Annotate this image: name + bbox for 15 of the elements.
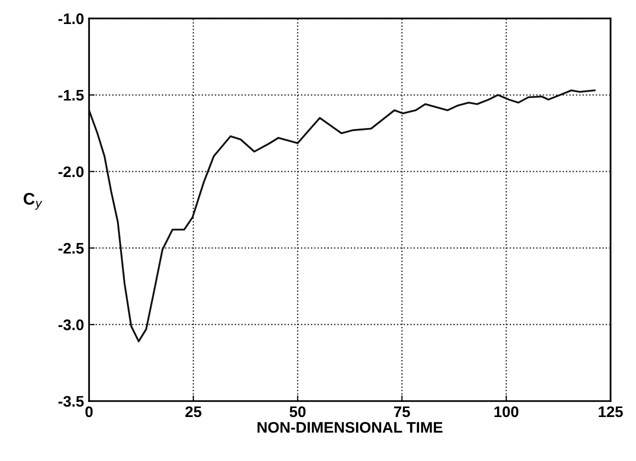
x-axis-title: NON-DIMENSIONAL TIME <box>258 422 442 433</box>
x-tick-label: 125 <box>598 406 623 418</box>
y-tick-label: -3.5 <box>58 396 84 407</box>
x-tick-label: 25 <box>185 406 202 418</box>
x-tick-label: 100 <box>494 406 518 418</box>
y-tick-label: -3.0 <box>58 319 84 330</box>
y-tick-label: -1.5 <box>58 90 84 101</box>
x-tick-label: 0 <box>85 406 93 418</box>
y-tick-label: -1.0 <box>58 13 84 24</box>
line-series <box>89 89 596 342</box>
y-axis-title: C$_{y}$ <box>24 192 42 210</box>
y-tick-label: -2.0 <box>58 166 84 178</box>
y-tick-label: -2.5 <box>58 242 84 254</box>
x-tick-label: 75 <box>394 406 410 418</box>
x-tick-label: 50 <box>290 406 306 418</box>
